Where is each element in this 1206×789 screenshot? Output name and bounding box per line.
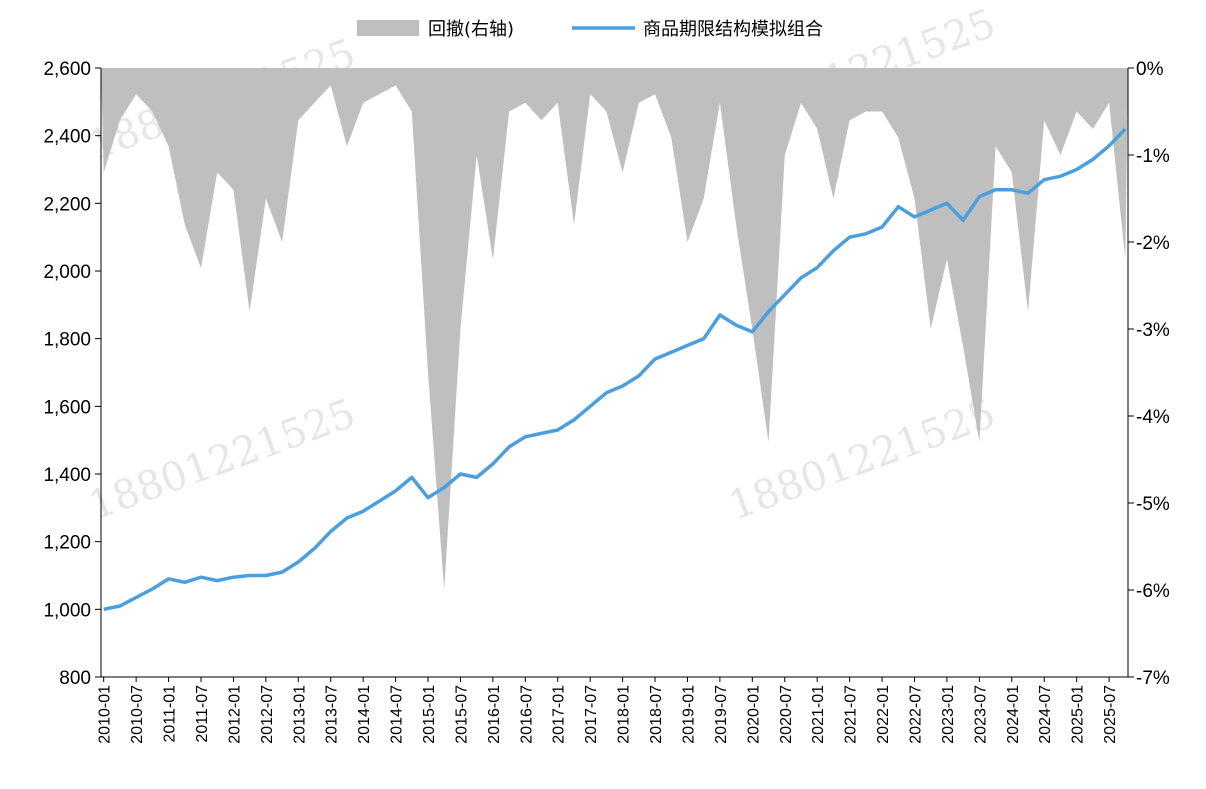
x-tick-label: 2012-01 bbox=[226, 685, 243, 744]
legend-label-nav: 商品期限结构模拟组合 bbox=[643, 19, 823, 40]
x-tick-label: 2015-07 bbox=[453, 685, 470, 744]
x-tick-label: 2023-07 bbox=[972, 685, 989, 744]
right-axis-ticks: 0% -1% -2% -3% -4% -5% -6% -7% bbox=[1128, 59, 1170, 689]
x-tick-label: 2019-01 bbox=[680, 685, 697, 744]
right-tick-label: -1% bbox=[1136, 146, 1170, 167]
x-tick-label: 2011-07 bbox=[194, 685, 211, 743]
nav-line-layer bbox=[103, 127, 1127, 612]
right-tick-label: -3% bbox=[1136, 320, 1170, 341]
right-tick-label: -6% bbox=[1136, 581, 1170, 602]
right-tick-label: -4% bbox=[1136, 407, 1170, 428]
x-tick-label: 2020-07 bbox=[778, 685, 795, 744]
x-tick-label: 2013-07 bbox=[324, 685, 341, 744]
x-tick-label: 2021-01 bbox=[810, 685, 827, 744]
left-tick-label: 1,200 bbox=[43, 533, 91, 554]
left-tick-label: 1,400 bbox=[43, 465, 91, 486]
legend-swatch-drawdown bbox=[357, 20, 419, 36]
x-tick-label: 2015-01 bbox=[421, 685, 438, 744]
x-tick-label: 2016-07 bbox=[518, 685, 535, 744]
x-tick-label: 2021-07 bbox=[843, 685, 860, 744]
x-tick-label: 2017-07 bbox=[583, 685, 600, 744]
right-tick-label: -2% bbox=[1136, 233, 1170, 254]
x-tick-label: 2018-01 bbox=[616, 685, 633, 744]
x-tick-label: 2020-01 bbox=[745, 685, 762, 744]
right-tick-label: 0% bbox=[1136, 59, 1164, 80]
left-axis-ticks: 800 1,000 1,200 1,400 1,600 1,800 2,000 2,200 2,… bbox=[43, 59, 101, 689]
right-tick-label: -7% bbox=[1136, 668, 1170, 689]
x-tick-label: 2018-07 bbox=[648, 685, 665, 744]
x-tick-label: 2022-07 bbox=[907, 685, 924, 744]
x-tick-label: 2023-01 bbox=[940, 685, 957, 744]
left-tick-label: 800 bbox=[59, 668, 91, 689]
x-tick-label: 2022-01 bbox=[875, 685, 892, 744]
x-tick-label: 2017-01 bbox=[551, 685, 568, 744]
nav-line bbox=[103, 127, 1127, 612]
x-tick-label: 2010-01 bbox=[97, 685, 114, 744]
left-tick-label: 2,400 bbox=[43, 127, 91, 148]
right-tick-label: -5% bbox=[1136, 494, 1170, 515]
x-tick-label: 2024-01 bbox=[1005, 685, 1022, 744]
left-tick-label: 1,000 bbox=[43, 600, 91, 621]
watermark-text: 18801221525 bbox=[83, 390, 362, 529]
left-tick-label: 1,600 bbox=[43, 397, 91, 418]
x-tick-label: 2019-07 bbox=[713, 685, 730, 744]
x-tick-label: 2025-07 bbox=[1102, 685, 1119, 744]
left-tick-label: 1,800 bbox=[43, 330, 91, 351]
x-tick-label: 2016-01 bbox=[486, 685, 503, 744]
left-tick-label: 2,600 bbox=[43, 59, 91, 80]
x-tick-label: 2024-07 bbox=[1037, 685, 1054, 744]
x-tick-label: 2025-01 bbox=[1070, 685, 1087, 744]
drawdown-area-layer bbox=[101, 68, 1128, 590]
x-tick-label: 2011-01 bbox=[162, 685, 179, 743]
x-tick-label: 2013-01 bbox=[291, 685, 308, 744]
legend: 回撤(右轴) 商品期限结构模拟组合 bbox=[357, 19, 823, 40]
x-tick-label: 2014-01 bbox=[356, 685, 373, 744]
x-tick-label: 2012-07 bbox=[259, 685, 276, 744]
axes bbox=[100, 68, 1129, 678]
left-tick-label: 2,000 bbox=[43, 262, 91, 283]
x-axis-ticks: 2010-01 2010-07 2011-01 2011-07 2012-01 2012-… bbox=[97, 677, 1119, 744]
x-tick-label: 2014-07 bbox=[389, 685, 406, 744]
x-tick-label: 2010-07 bbox=[129, 685, 146, 744]
left-tick-label: 2,200 bbox=[43, 194, 91, 215]
drawdown-area bbox=[101, 68, 1128, 590]
legend-label-drawdown: 回撤(右轴) bbox=[428, 19, 514, 40]
